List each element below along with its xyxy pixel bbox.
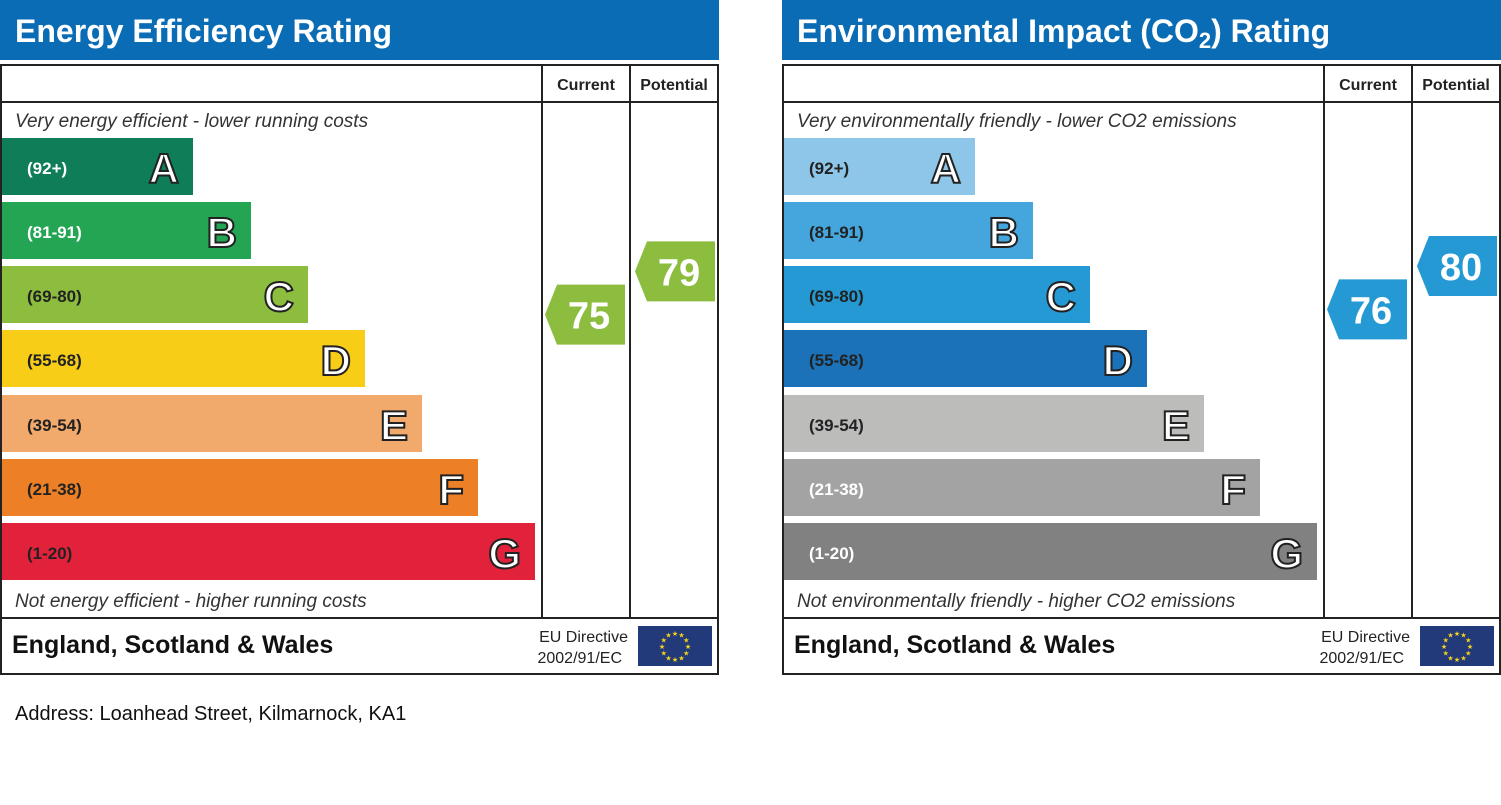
band-bar-A (784, 138, 975, 195)
eu-star: ★ (1447, 654, 1453, 662)
eu-star: ★ (1447, 632, 1453, 640)
bottom-note: Not energy efficient - higher running co… (15, 591, 367, 612)
band-letter-B: B (989, 209, 1019, 256)
chart-header (0, 0, 719, 60)
band-bar-E (2, 395, 422, 452)
band-letter-G: G (488, 530, 521, 577)
band-range-A: (92+) (809, 159, 849, 178)
band-letter-E: E (380, 402, 408, 449)
band-range-C: (69-80) (27, 287, 82, 306)
rating-value-current: 76 (1350, 290, 1392, 332)
band-bar-E (784, 395, 1204, 452)
band-range-F: (21-38) (27, 480, 82, 499)
eu-flag (1420, 626, 1494, 666)
band-bar-A (2, 138, 193, 195)
rating-arrow-potential (1417, 236, 1497, 296)
band-bar-B (784, 202, 1033, 259)
band-letter-B: B (207, 209, 237, 256)
rating-chart-1: Environmental Impact (CO2) Rating Current… (782, 0, 1501, 675)
rating-arrow-current (545, 284, 625, 345)
eu-star: ★ (1467, 643, 1473, 651)
band-bar-F (784, 459, 1260, 516)
band-letter-C: C (264, 273, 294, 320)
chart-title: Energy Efficiency Rating (15, 13, 392, 49)
footer-region: England, Scotland & Wales (12, 631, 333, 659)
band-range-C: (69-80) (809, 287, 864, 306)
eu-star: ★ (1443, 650, 1449, 658)
footer-directive-line2: 2002/91/EC (1319, 650, 1404, 667)
eu-star: ★ (1460, 654, 1466, 662)
band-letter-D: D (1103, 337, 1133, 384)
footer-directive-line1: EU Directive (1321, 629, 1410, 646)
band-range-A: (92+) (27, 159, 67, 178)
band-letter-A: A (931, 145, 961, 192)
band-bar-C (784, 266, 1090, 323)
footer-directive-line2: 2002/91/EC (537, 650, 622, 667)
band-bar-F (2, 459, 478, 516)
eu-star: ★ (683, 637, 689, 645)
band-bar-D (784, 330, 1147, 387)
band-letter-C: C (1046, 273, 1076, 320)
eu-star: ★ (659, 643, 665, 651)
eu-star: ★ (678, 632, 684, 640)
eu-star: ★ (672, 630, 678, 638)
eu-star: ★ (1454, 656, 1460, 664)
eu-flag (638, 626, 712, 666)
band-letter-E: E (1162, 402, 1190, 449)
chart-title: Environmental Impact (CO2) Rating (797, 13, 1330, 53)
column-current: Current (1339, 77, 1397, 94)
top-note: Very environmentally friendly - lower CO… (797, 111, 1237, 132)
band-letter-G: G (1270, 530, 1303, 577)
band-bar-D (2, 330, 365, 387)
rating-value-potential: 79 (658, 252, 700, 294)
band-bar-G (2, 523, 535, 580)
eu-star: ★ (1443, 637, 1449, 645)
eu-star: ★ (665, 654, 671, 662)
eu-star: ★ (1441, 643, 1447, 651)
eu-star: ★ (678, 654, 684, 662)
chart-header (782, 0, 1501, 60)
footer-directive-line1: EU Directive (539, 629, 628, 646)
band-bar-B (2, 202, 251, 259)
eu-star: ★ (683, 650, 689, 658)
band-letter-F: F (1220, 466, 1246, 513)
band-letter-D: D (321, 337, 351, 384)
column-potential: Potential (1422, 77, 1490, 94)
band-range-G: (1-20) (809, 544, 854, 563)
band-bar-C (2, 266, 308, 323)
rating-arrow-potential (635, 241, 715, 302)
band-range-E: (39-54) (27, 416, 82, 435)
footer-region: England, Scotland & Wales (794, 631, 1115, 659)
eu-star: ★ (1465, 650, 1471, 658)
band-range-B: (81-91) (809, 223, 864, 242)
bottom-note: Not environmentally friendly - higher CO… (797, 591, 1236, 612)
eu-star: ★ (1460, 632, 1466, 640)
rating-value-current: 75 (568, 296, 610, 338)
band-range-F: (21-38) (809, 480, 864, 499)
eu-star: ★ (661, 637, 667, 645)
title-subscript: 2 (1199, 28, 1211, 53)
rating-chart-0: Energy Efficiency Rating Current Potential… (0, 0, 719, 675)
eu-star: ★ (685, 643, 691, 651)
band-range-D: (55-68) (27, 351, 82, 370)
band-range-B: (81-91) (27, 223, 82, 242)
title-end: ) Rating (1211, 13, 1330, 49)
band-range-D: (55-68) (809, 351, 864, 370)
eu-star: ★ (672, 656, 678, 664)
band-bar-G (784, 523, 1317, 580)
eu-star: ★ (1454, 630, 1460, 638)
eu-star: ★ (665, 632, 671, 640)
band-range-G: (1-20) (27, 544, 72, 563)
eu-star: ★ (1465, 637, 1471, 645)
band-letter-A: A (149, 145, 179, 192)
eu-star: ★ (661, 650, 667, 658)
rating-value-potential: 80 (1440, 247, 1482, 289)
column-potential: Potential (640, 77, 708, 94)
top-note: Very energy efficient - lower running co… (15, 111, 369, 132)
band-letter-F: F (438, 466, 464, 513)
column-current: Current (557, 77, 615, 94)
address: Address: Loanhead Street, Kilmarnock, KA… (15, 703, 407, 725)
rating-arrow-current (1327, 279, 1407, 340)
band-range-E: (39-54) (809, 416, 864, 435)
